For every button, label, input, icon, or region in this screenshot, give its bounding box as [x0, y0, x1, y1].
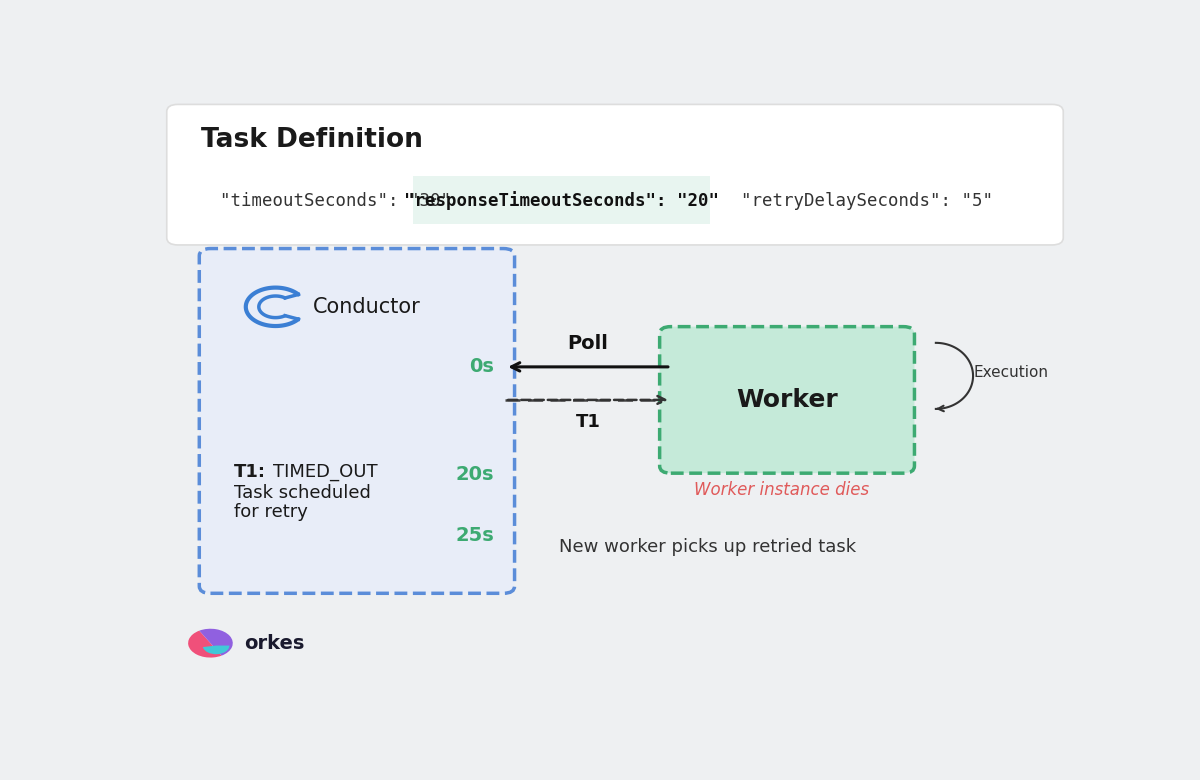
Wedge shape	[188, 631, 222, 658]
Text: Execution: Execution	[973, 365, 1048, 381]
Text: Task scheduled: Task scheduled	[234, 484, 371, 502]
Text: "retryDelaySeconds": "5": "retryDelaySeconds": "5"	[740, 192, 992, 210]
Text: Poll: Poll	[568, 334, 608, 353]
Text: "timeoutSeconds": "30": "timeoutSeconds": "30"	[220, 192, 451, 210]
Text: 25s: 25s	[455, 526, 494, 544]
Text: TIMED_OUT: TIMED_OUT	[272, 463, 377, 481]
Text: Conductor: Conductor	[313, 297, 420, 317]
Text: orkes: orkes	[244, 633, 305, 653]
FancyBboxPatch shape	[660, 327, 914, 473]
FancyBboxPatch shape	[199, 249, 515, 594]
Text: "responseTimeoutSeconds": "20": "responseTimeoutSeconds": "20"	[404, 191, 719, 210]
FancyBboxPatch shape	[167, 105, 1063, 245]
Text: 20s: 20s	[456, 466, 494, 484]
Text: Task Definition: Task Definition	[202, 126, 424, 153]
Text: T1: T1	[576, 413, 600, 431]
FancyBboxPatch shape	[413, 176, 710, 224]
Wedge shape	[199, 629, 233, 656]
Text: New worker picks up retried task: New worker picks up retried task	[559, 538, 857, 556]
Text: 0s: 0s	[469, 357, 494, 377]
Text: for retry: for retry	[234, 503, 307, 521]
Text: Worker: Worker	[736, 388, 838, 412]
Wedge shape	[203, 646, 229, 654]
Text: T1:: T1:	[234, 463, 265, 481]
Text: Worker instance dies: Worker instance dies	[694, 481, 869, 499]
